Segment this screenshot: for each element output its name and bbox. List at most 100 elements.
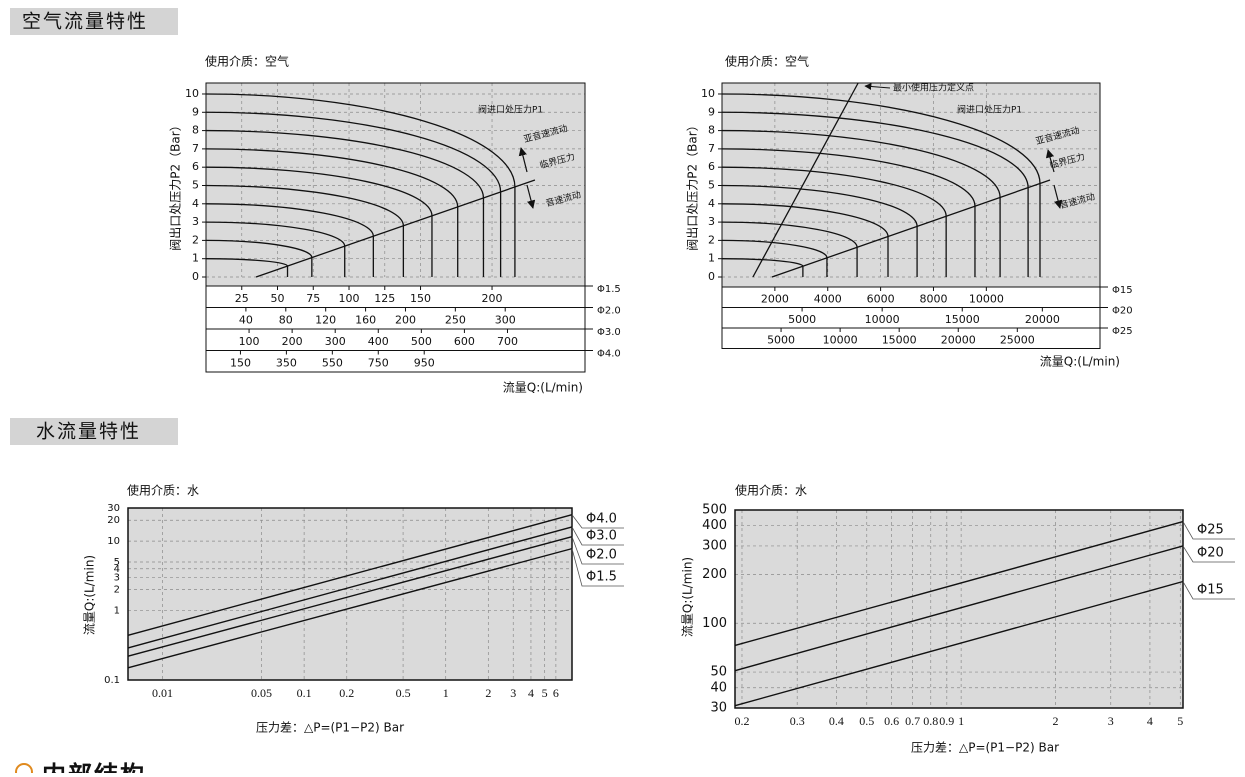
x-tick-label: 25	[235, 292, 249, 305]
x-tick-label: 350	[276, 356, 297, 369]
x-tick-label: 0.3	[790, 714, 805, 728]
pressure-curve	[721, 258, 804, 277]
x-tick-label: 0.5	[396, 686, 411, 700]
x-tick-label: 5	[1177, 714, 1183, 728]
flow-arrow	[526, 184, 536, 209]
pressure-curve	[721, 111, 1029, 277]
pressure-curve	[205, 184, 405, 277]
x-tick-label: 150	[230, 356, 251, 369]
chart-frame	[127, 507, 573, 681]
leader-line	[571, 548, 624, 587]
x-tick-label: 10000	[865, 313, 900, 326]
y-tick-label: 30	[107, 503, 120, 514]
section-header-bg	[10, 8, 178, 35]
chart-frame	[734, 509, 1184, 709]
leader-line	[571, 514, 624, 529]
legend-label: Φ2.0	[586, 548, 617, 563]
x-tick-label: 150	[410, 292, 431, 305]
x-tick-label: 300	[495, 313, 516, 326]
y-tick-label: 10	[107, 536, 120, 547]
section-icon	[15, 763, 33, 777]
x-axis-title: 流量Q:(L/min)	[503, 381, 583, 395]
y-tick-label: 2	[114, 585, 120, 596]
x-tick-label: 0.1	[297, 686, 312, 700]
x-tick-label: 15000	[882, 333, 917, 346]
y-tick-label: 0	[192, 270, 199, 283]
pressure-curve	[205, 221, 346, 277]
y-tick-label: 200	[702, 567, 727, 582]
x-tick-label: 75	[306, 292, 320, 305]
x-tick-label: 0.9	[939, 714, 954, 728]
y-tick-label: 0.1	[104, 675, 120, 686]
x-tick-label: 20000	[1025, 313, 1060, 326]
x-tick-label: 0.6	[884, 714, 899, 728]
x-tick-label: 600	[454, 335, 475, 348]
x-tick-label: 0.2	[339, 686, 354, 700]
medium-label: 使用介质：水	[735, 483, 807, 498]
scale-label: Φ25	[1112, 326, 1133, 337]
pressure-curve	[205, 148, 459, 277]
y-tick-label: 1	[708, 252, 715, 265]
leader-line	[1182, 581, 1235, 600]
y-tick-label: 50	[710, 665, 727, 680]
critical-line	[255, 179, 536, 278]
x-tick-label: 25000	[1000, 333, 1035, 346]
x-tick-label: 200	[395, 313, 416, 326]
scale-area	[722, 287, 1100, 349]
flow-line	[127, 547, 573, 669]
y-tick-label: 3	[708, 215, 715, 228]
pressure-curve	[205, 258, 289, 277]
x-tick-label: 2	[485, 686, 491, 700]
pressure-curve	[205, 166, 433, 277]
scale-label: Φ4.0	[597, 349, 621, 360]
y-tick-label: 9	[192, 105, 199, 118]
medium-label: 使用介质：水	[127, 483, 199, 498]
x-tick-label: 2	[1053, 714, 1059, 728]
x-tick-label: 15000	[945, 313, 980, 326]
pressure-curve	[721, 239, 828, 277]
legend-label: Φ1.5	[586, 570, 617, 585]
annotation: 最小使用压力定义点	[893, 82, 974, 94]
annotation: 阀进口处压力P1	[478, 104, 543, 116]
section-title: 内部结构	[42, 761, 146, 773]
pressure-curve	[205, 93, 516, 277]
pressure-curve	[721, 93, 1041, 277]
x-tick-label: 5000	[767, 333, 795, 346]
x-tick-label: 0.01	[152, 686, 173, 700]
legend-label: Φ20	[1197, 546, 1224, 561]
medium-label: 使用介质：空气	[205, 54, 289, 69]
y-tick-label: 5	[192, 178, 199, 191]
flow-line	[127, 535, 573, 657]
y-tick-label: 2	[192, 233, 199, 246]
pressure-curve	[205, 129, 485, 277]
x-tick-label: 950	[414, 356, 435, 369]
pressure-curve	[205, 203, 374, 277]
x-tick-label: 200	[482, 292, 503, 305]
x-tick-label: 0.8	[923, 714, 938, 728]
x-tick-label: 120	[315, 313, 336, 326]
x-tick-label: 0.7	[905, 714, 920, 728]
pressure-curve	[721, 203, 889, 277]
x-tick-label: 0.2	[734, 714, 749, 728]
scale-label: Φ15	[1112, 285, 1133, 296]
x-tick-label: 200	[282, 335, 303, 348]
medium-label: 使用介质：空气	[725, 54, 809, 69]
flow-line	[734, 520, 1184, 647]
legend-label: Φ4.0	[586, 512, 617, 527]
legend-label: Φ15	[1197, 583, 1224, 598]
x-tick-label: 20000	[941, 333, 976, 346]
pressure-curve	[721, 166, 947, 277]
x-tick-label: 700	[497, 335, 518, 348]
x-tick-label: 10000	[969, 292, 1004, 305]
legend-label: Φ3.0	[586, 529, 617, 544]
y-tick-label: 6	[192, 160, 199, 173]
y-tick-label: 500	[702, 503, 727, 518]
y-axis-title: 流量Q:(L/min)	[83, 555, 97, 635]
scale-label: Φ20	[1112, 306, 1133, 317]
y-tick-label: 3	[192, 215, 199, 228]
y-tick-label: 400	[702, 518, 727, 533]
y-tick-label: 4	[114, 564, 120, 575]
y-axis-title: 流量Q:(L/min)	[681, 557, 695, 637]
